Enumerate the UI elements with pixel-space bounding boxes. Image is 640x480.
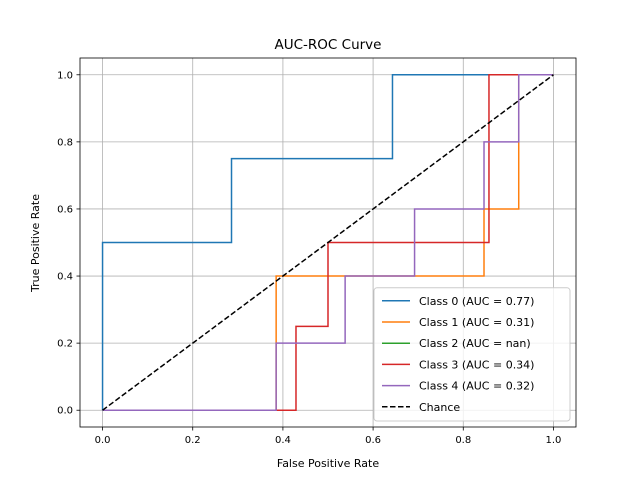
x-axis-label: False Positive Rate	[277, 457, 379, 470]
y-tick-label: 0.0	[57, 406, 73, 417]
axis-ticks: 0.0 0.2 0.4 0.6 0.8 1.0 0.0 0.2 0.4 0.6 0.8 1.0	[57, 70, 561, 446]
series-line-class-4-auc-0-32	[102, 74, 554, 411]
x-tick-label: 0.8	[455, 435, 471, 446]
legend-label: Class 0 (AUC = 0.77)	[419, 295, 534, 308]
legend-label: Class 3 (AUC = 0.34)	[419, 358, 534, 371]
legend-label: Class 1 (AUC = 0.31)	[419, 316, 534, 329]
legend-label: Class 4 (AUC = 0.32)	[419, 380, 534, 393]
y-axis-label: True Positive Rate	[29, 194, 42, 293]
y-tick-label: 0.8	[57, 137, 73, 148]
x-tick-label: 0.4	[275, 435, 291, 446]
series-lines	[101, 74, 554, 411]
legend-box	[373, 287, 571, 422]
series-line-class-0-auc-0-77	[101, 74, 554, 411]
x-tick-label: 0.0	[95, 435, 111, 446]
legend-label: Class 2 (AUC = nan)	[419, 337, 531, 350]
x-tick-label: 0.6	[365, 435, 381, 446]
series-line-class-3-auc-0-34	[102, 74, 554, 411]
x-tick-label: 0.2	[185, 435, 201, 446]
plot-frame	[79, 57, 577, 428]
legend: Class 0 (AUC = 0.77) Class 1 (AUC = 0.31)…	[373, 287, 571, 422]
y-tick-label: 0.4	[57, 272, 73, 283]
x-tick-label: 1.0	[546, 435, 562, 446]
y-tick-label: 1.0	[57, 70, 73, 81]
legend-label: Chance	[419, 401, 460, 414]
series-line-chance	[102, 74, 554, 411]
chart-title: AUC-ROC Curve	[275, 37, 382, 53]
y-tick-label: 0.2	[57, 339, 73, 350]
y-tick-label: 0.6	[57, 204, 73, 215]
